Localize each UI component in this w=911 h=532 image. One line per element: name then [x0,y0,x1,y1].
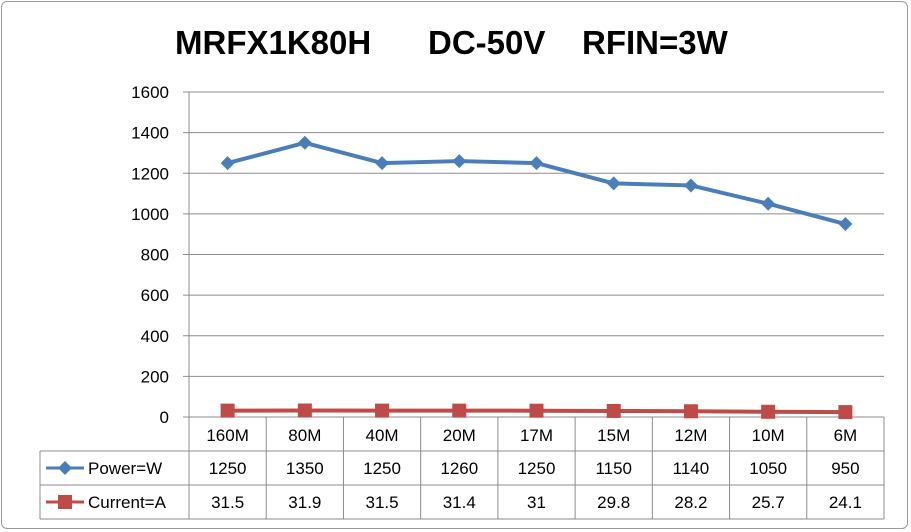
y-axis: 0 200 400 600 800 1000 1200 1400 1600 [131,83,190,427]
data-point [375,403,390,418]
series-group [220,135,853,420]
chart-title: MRFX1K80H DC-50V RFIN=3W [175,24,729,61]
data-point [606,176,621,191]
table-cell-value: 950 [831,459,859,478]
table-cell-value: 1150 [595,459,632,478]
table-cell-value: 31.5 [366,493,399,512]
table-cell-value: 1250 [209,459,247,478]
data-point [683,404,698,419]
gridlines [189,91,884,418]
data-point [529,156,544,171]
chart-title-part: RFIN=3W [582,24,729,61]
data-point [838,405,853,420]
x-tick-label: 6M [834,426,858,445]
table-cell-value: 31 [527,493,546,512]
table-cell-value: 31.5 [211,493,244,512]
y-tick-label: 1400 [131,124,169,143]
data-point [297,135,312,150]
data-point [838,217,853,232]
data-point [761,404,776,419]
x-tick-label: 17M [520,426,553,445]
table-cell-value: 1250 [363,459,401,478]
x-tick-label: 160M [206,426,249,445]
table-cell-value: 29.8 [597,493,630,512]
data-point [606,403,621,418]
y-tick-label: 0 [160,408,169,427]
y-tick-label: 400 [141,327,169,346]
legend-label: Power=W [88,459,162,478]
legend-key-marker [58,495,72,509]
data-point [375,156,390,171]
y-tick-label: 200 [141,367,169,386]
table-cell-value: 25.7 [752,493,785,512]
table-cell-value: 1260 [440,459,478,478]
table-cell-value: 28.2 [674,493,707,512]
table-cell-value: 31.9 [288,493,321,512]
y-tick-label: 1200 [131,164,169,183]
table-cell-value: 24.1 [829,493,862,512]
data-point [452,154,467,169]
y-tick-label: 1600 [131,83,169,102]
table-cell-value: 1050 [749,459,787,478]
x-tick-label: 40M [366,426,399,445]
y-tick-label: 1000 [131,205,169,224]
data-table: 160M 80M 40M 20M 17M 15M 12M 10M 6M Power=W 1250 13… [39,416,885,520]
chart-title-part: MRFX1K80H [175,24,371,61]
data-point [761,196,776,211]
table-cell-value: 1250 [518,459,556,478]
data-point [220,156,235,171]
x-tick-label: 80M [288,426,321,445]
table-cell-value: 1140 [673,459,710,478]
chart-title-part: DC-50V [428,24,545,61]
legend-key-marker [58,461,72,475]
legend-label: Current=A [88,493,167,512]
table-cell-value: 1350 [286,459,324,478]
y-tick-label: 800 [141,246,169,265]
x-tick-label: 15M [597,426,630,445]
data-point [529,403,544,418]
series-line [227,140,846,226]
x-tick-label: 20M [443,426,476,445]
table-cell-value: 31.4 [443,493,476,512]
x-tick-label: 12M [674,426,707,445]
data-point [452,403,467,418]
y-tick-label: 600 [141,286,169,305]
data-point [297,403,312,418]
data-point [220,403,235,418]
x-tick-label: 10M [752,426,785,445]
data-point [683,178,698,193]
